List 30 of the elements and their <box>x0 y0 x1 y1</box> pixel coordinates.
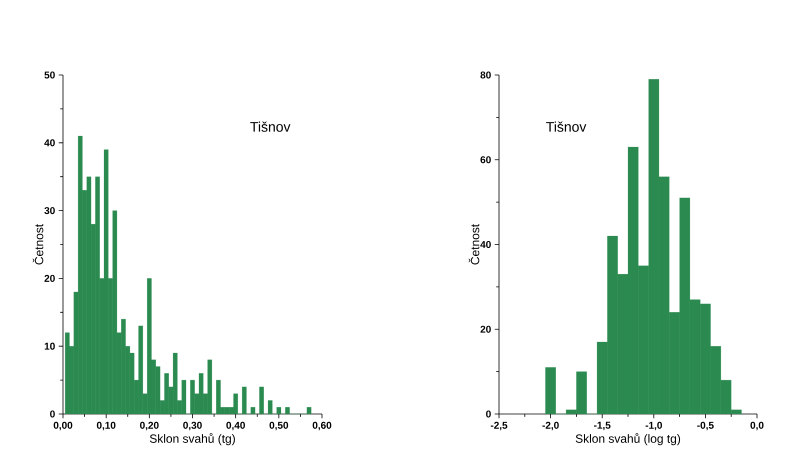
x-tick-label: -1,0 <box>646 422 662 430</box>
y-tick-label: 50 <box>44 71 55 79</box>
y-axis-title: Četnost <box>32 224 44 264</box>
x-tick-label: 0,60 <box>312 422 332 430</box>
y-tick-label: 0 <box>486 410 491 418</box>
y-tick-label: 40 <box>44 139 55 146</box>
x-tick-label: 0,0 <box>750 422 764 430</box>
y-tick-label: 20 <box>44 274 55 282</box>
x-tick-label: 0,30 <box>183 422 202 430</box>
y-tick-label: 80 <box>480 71 491 79</box>
y-tick-label: 60 <box>480 156 491 164</box>
y-axis-title: Četnost <box>468 224 480 264</box>
y-tick-label: 40 <box>480 240 491 248</box>
x-tick-label: -1,5 <box>594 422 611 430</box>
y-tick-label: 0 <box>50 410 55 418</box>
y-tick-label: 30 <box>44 207 55 214</box>
y-tick-label: 10 <box>44 342 55 350</box>
text: Tišnov <box>546 122 586 132</box>
text: Tišnov <box>250 122 290 132</box>
x-tick-label: -0,5 <box>697 422 714 430</box>
x-axis-title: Sklon svahů (tg) <box>150 433 235 446</box>
x-tick-label: 0,50 <box>270 422 288 430</box>
y-tick-label: 20 <box>480 326 491 333</box>
x-tick-label: 0,40 <box>226 422 245 430</box>
x-tick-label: 0,00 <box>54 422 72 430</box>
x-tick-label: -2,0 <box>542 422 559 430</box>
x-tick-label: -2,5 <box>490 422 508 430</box>
x-tick-label: 0,20 <box>140 422 159 430</box>
x-axis-title: Sklon svahů (log tg) <box>576 433 680 446</box>
x-tick-label: 0,10 <box>96 422 116 430</box>
